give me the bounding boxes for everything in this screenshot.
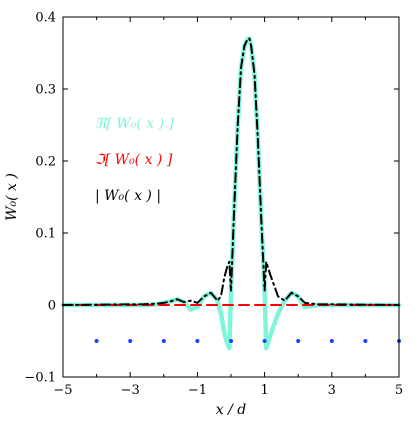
x-tick-label: 1 — [260, 383, 268, 398]
lattice-point-marker — [229, 339, 233, 343]
lattice-point-marker — [195, 339, 200, 343]
legend: ℜ[ W₀( x ) ] ℑ[ W₀( x ) ] | W₀( x ) | — [95, 116, 174, 204]
x-tick-label: −3 — [121, 383, 140, 398]
y-tick-label: −0.1 — [24, 371, 56, 386]
y-tick-label: 0 — [48, 299, 56, 314]
lattice-point-marker — [161, 339, 166, 343]
legend-entry: ℜ[ W₀( x ) ] — [95, 116, 174, 132]
x-tick-label: 5 — [395, 383, 403, 398]
lattice-point-marker — [363, 339, 368, 343]
lattice-point-marker — [329, 339, 334, 343]
legend-entry: | W₀( x ) | — [95, 188, 161, 204]
axis-ticks: −5 −3 −1 1 3 5 −0.1 0 0.1 0.2 0.3 0.4 — [24, 11, 403, 399]
series-line-2 — [62, 37, 400, 306]
y-tick-label: 0.4 — [35, 11, 56, 26]
x-tick-label: −1 — [188, 383, 207, 398]
y-tick-label: 0.2 — [35, 155, 56, 170]
x-tick-label: 3 — [328, 383, 336, 398]
legend-entry: ℑ[ W₀( x ) ] — [95, 152, 173, 168]
lattice-point-marker — [262, 339, 267, 343]
lattice-point-marker — [94, 339, 99, 343]
y-tick-label: 0.3 — [35, 83, 56, 98]
lattice-point-marker — [128, 339, 133, 343]
x-tick-label: −5 — [53, 383, 72, 398]
plot-area — [60, 36, 402, 351]
y-axis-label: W₀( x ) — [4, 173, 20, 221]
y-tick-label: 0.1 — [35, 227, 56, 242]
lattice-point-marker — [296, 339, 301, 343]
x-axis-label: x / d — [216, 402, 247, 418]
